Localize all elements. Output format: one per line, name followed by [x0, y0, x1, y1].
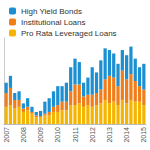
svg-text:2007: 2007 — [3, 127, 10, 143]
svg-text:2012: 2012 — [89, 127, 96, 143]
svg-text:2015: 2015 — [140, 127, 147, 143]
svg-text:2009: 2009 — [37, 127, 44, 143]
svg-text:High Yield Bonds: High Yield Bonds — [21, 7, 82, 16]
svg-text:2014: 2014 — [123, 127, 130, 143]
svg-text:Pro Rata Leveraged Loans: Pro Rata Leveraged Loans — [21, 29, 117, 38]
svg-text:2008: 2008 — [20, 127, 27, 143]
svg-text:2013: 2013 — [106, 127, 113, 143]
svg-text:2010: 2010 — [54, 127, 61, 143]
svg-text:2011: 2011 — [72, 127, 79, 142]
svg-text:Institutional Loans: Institutional Loans — [21, 18, 86, 27]
